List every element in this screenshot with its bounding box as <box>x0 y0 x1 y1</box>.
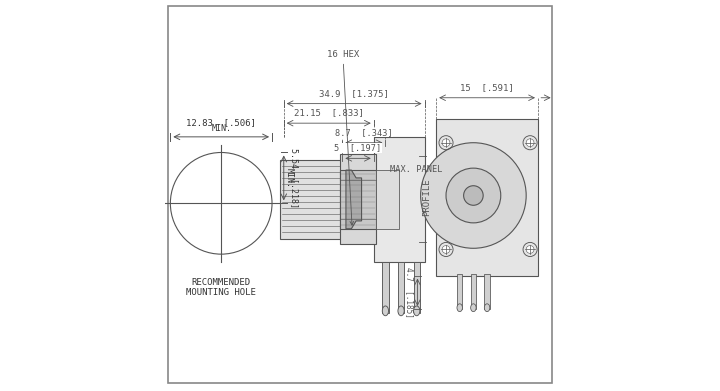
Bar <box>340 170 376 229</box>
Bar <box>280 160 343 239</box>
Bar <box>436 119 538 276</box>
Text: 12.83  [.506]: 12.83 [.506] <box>186 118 256 127</box>
Text: PROFILE: PROFILE <box>422 179 431 216</box>
Text: 5.54  [.218]: 5.54 [.218] <box>290 148 300 208</box>
Text: MIN.: MIN. <box>285 168 294 188</box>
Text: 4.7  [.185]: 4.7 [.185] <box>405 267 413 318</box>
Circle shape <box>464 186 483 205</box>
Ellipse shape <box>382 306 389 316</box>
Text: 34.9  [1.375]: 34.9 [1.375] <box>319 89 389 98</box>
Text: 16 HEX: 16 HEX <box>327 50 359 225</box>
Bar <box>398 262 404 313</box>
Ellipse shape <box>457 304 462 312</box>
Text: 5  [.197]: 5 [.197] <box>334 143 382 152</box>
Circle shape <box>526 139 534 147</box>
Text: 15  [.591]: 15 [.591] <box>460 83 514 92</box>
Bar <box>457 274 462 309</box>
Ellipse shape <box>413 306 420 316</box>
Bar <box>485 274 490 309</box>
Bar <box>471 274 476 309</box>
Text: RECOMMENDED
MOUNTING HOLE: RECOMMENDED MOUNTING HOLE <box>186 278 256 297</box>
Bar <box>413 262 420 313</box>
Text: 8.7  [.343]: 8.7 [.343] <box>335 128 393 137</box>
Text: MAX. PANEL: MAX. PANEL <box>390 165 443 174</box>
Bar <box>340 154 376 244</box>
Circle shape <box>526 246 534 253</box>
Text: MIN.: MIN. <box>211 124 231 133</box>
Bar <box>382 262 389 313</box>
Bar <box>374 137 425 262</box>
Bar <box>376 170 399 229</box>
Circle shape <box>442 246 450 253</box>
Ellipse shape <box>471 304 476 312</box>
Polygon shape <box>346 170 361 229</box>
Ellipse shape <box>398 306 404 316</box>
Ellipse shape <box>485 304 490 312</box>
Text: 21.15  [.833]: 21.15 [.833] <box>294 108 364 117</box>
Circle shape <box>446 168 501 223</box>
Circle shape <box>420 143 526 248</box>
Circle shape <box>442 139 450 147</box>
